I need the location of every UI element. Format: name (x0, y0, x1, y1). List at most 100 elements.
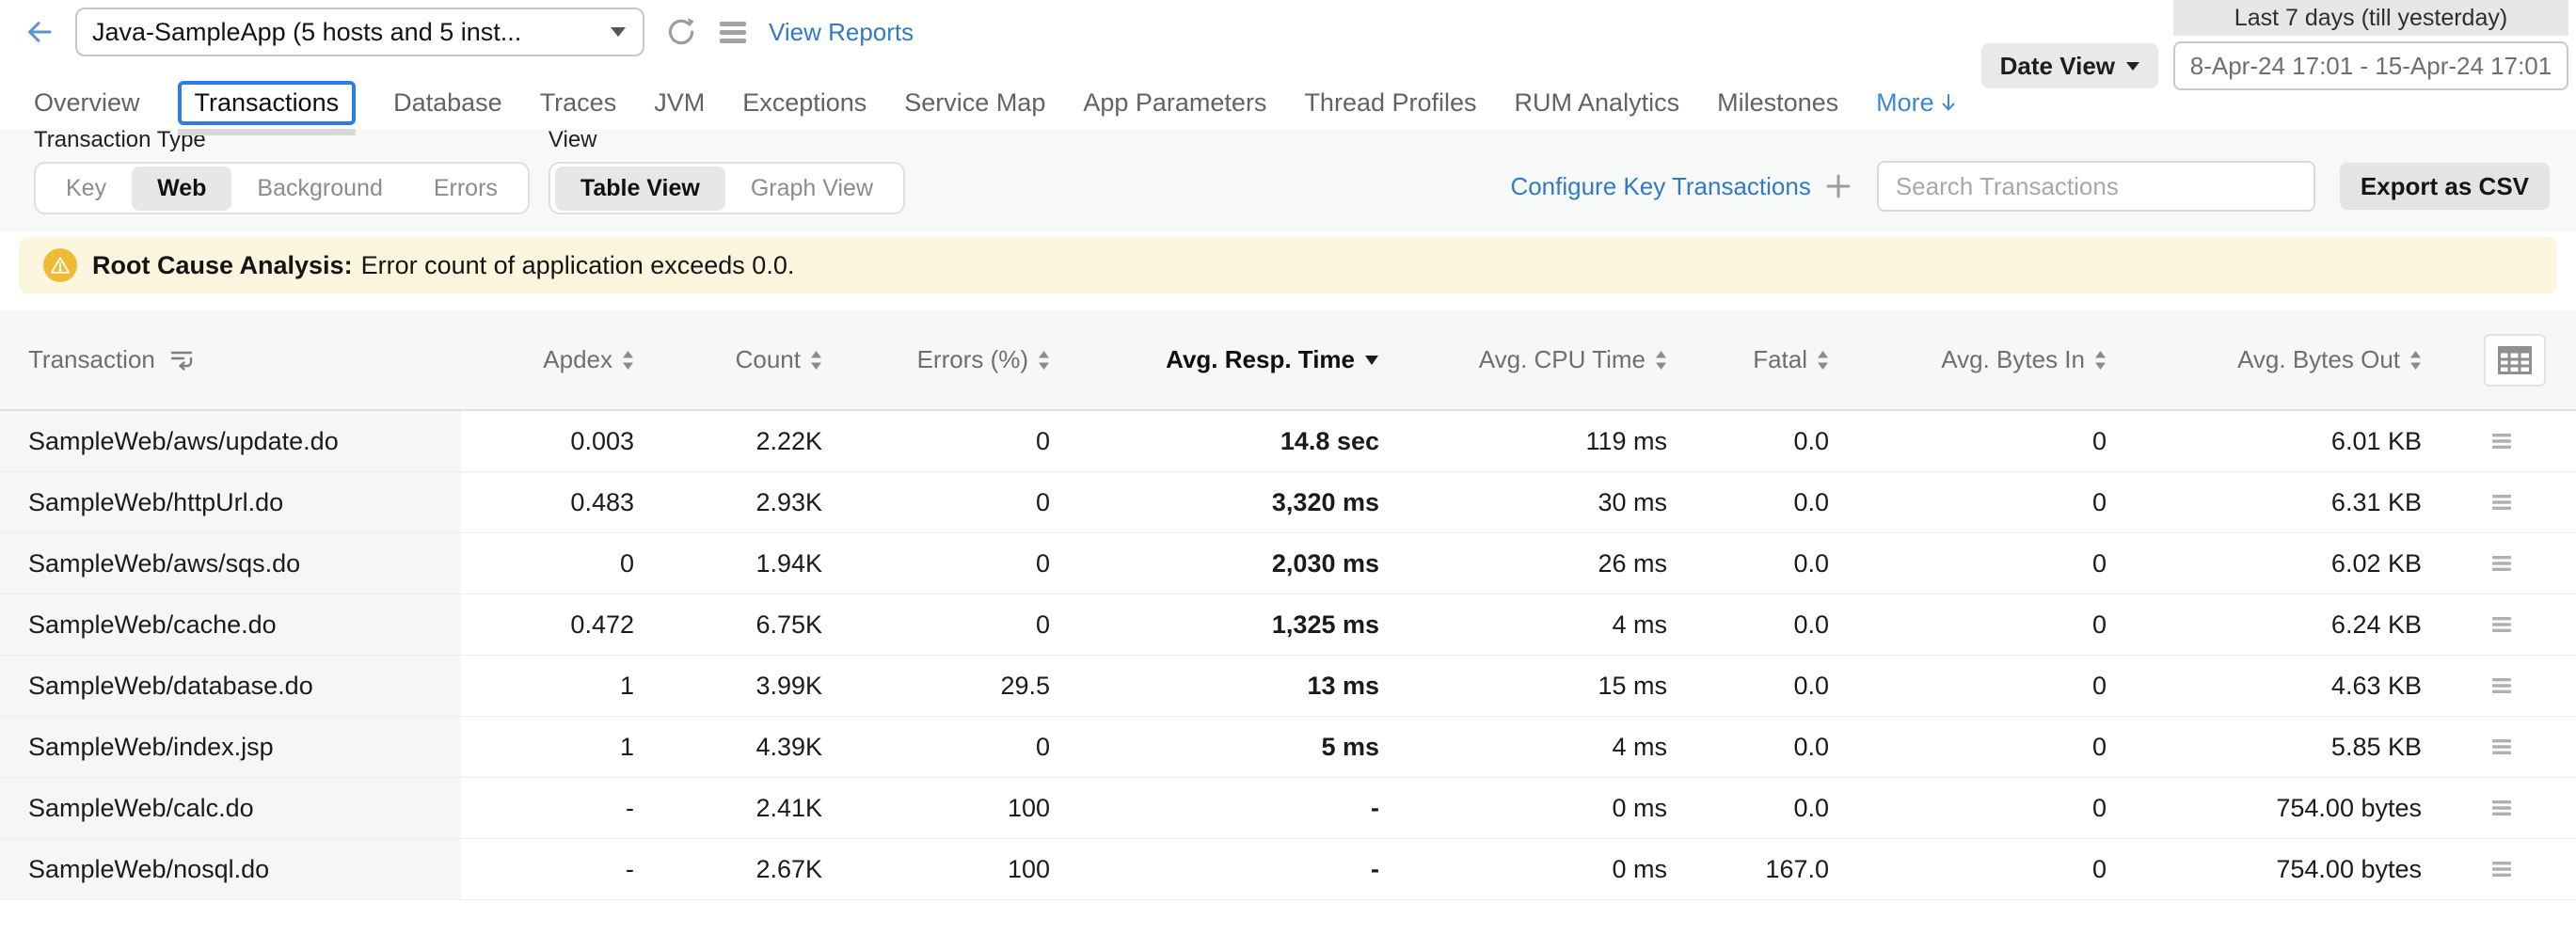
table-row[interactable]: SampleWeb/cache.do 0.472 6.75K 0 1,325 m… (0, 594, 2576, 656)
fatal-value: 167.0 (1673, 839, 1835, 899)
transaction-name[interactable]: SampleWeb/nosql.do (0, 839, 461, 899)
app-selector-dropdown[interactable]: Java-SampleApp (5 hosts and 5 inst... (75, 8, 644, 56)
view-control: Table View Graph View (549, 162, 905, 214)
column-header-avg-resp-time-label: Avg. Resp. Time (1166, 345, 1355, 374)
column-header-avg-bytes-out[interactable]: Avg. Bytes Out (2112, 345, 2427, 374)
tab-traces[interactable]: Traces (540, 88, 617, 118)
time-range-label: Last 7 days (till yesterday) (2173, 0, 2568, 36)
avg-cpu-time-value: 0 ms (1385, 839, 1673, 899)
fatal-value: 0.0 (1673, 594, 1835, 655)
segment-errors[interactable]: Errors (408, 166, 523, 211)
errors-pct-value: 0 (828, 472, 1056, 532)
tab-service-map[interactable]: Service Map (904, 88, 1045, 118)
column-chooser-button[interactable] (2484, 334, 2546, 387)
count-value: 2.22K (640, 411, 828, 471)
sort-icon (2409, 350, 2422, 371)
avg-cpu-time-value: 4 ms (1385, 594, 1673, 655)
transaction-name[interactable]: SampleWeb/aws/update.do (0, 411, 461, 471)
tab-milestones[interactable]: Milestones (1717, 88, 1838, 118)
avg-cpu-time-value: 15 ms (1385, 656, 1673, 716)
segment-background[interactable]: Background (231, 166, 407, 211)
row-menu-icon[interactable] (2490, 860, 2513, 879)
search-transactions-input[interactable] (1877, 161, 2315, 212)
row-menu-icon[interactable] (2490, 432, 2513, 451)
segment-table-view[interactable]: Table View (555, 166, 725, 211)
table-row[interactable]: SampleWeb/database.do 1 3.99K 29.5 13 ms… (0, 656, 2576, 717)
row-menu-icon[interactable] (2490, 737, 2513, 756)
table-row[interactable]: SampleWeb/aws/sqs.do 0 1.94K 0 2,030 ms … (0, 533, 2576, 594)
table-row[interactable]: SampleWeb/index.jsp 1 4.39K 0 5 ms 4 ms … (0, 717, 2576, 778)
apdex-value: 0.483 (461, 472, 640, 532)
transactions-table: Transaction Apdex Count Errors (%) Avg. … (0, 310, 2576, 900)
count-value: 4.39K (640, 717, 828, 777)
avg-resp-time-value: 3,320 ms (1056, 472, 1385, 532)
fatal-value: 0.0 (1673, 778, 1835, 838)
tab-transactions[interactable]: Transactions (178, 81, 357, 125)
tab-thread-profiles[interactable]: Thread Profiles (1304, 88, 1476, 118)
fatal-value: 0.0 (1673, 717, 1835, 777)
refresh-icon[interactable] (665, 16, 697, 48)
errors-pct-value: 0 (828, 411, 1056, 471)
avg-bytes-in-value: 0 (1835, 594, 2112, 655)
column-header-avg-bytes-in[interactable]: Avg. Bytes In (1835, 345, 2112, 374)
column-header-apdex[interactable]: Apdex (461, 345, 640, 374)
tab-jvm[interactable]: JVM (654, 88, 705, 118)
count-value: 2.41K (640, 778, 828, 838)
row-menu-icon[interactable] (2490, 493, 2513, 512)
back-arrow-icon[interactable] (23, 16, 55, 48)
row-menu-icon[interactable] (2490, 676, 2513, 695)
row-menu-icon[interactable] (2490, 554, 2513, 573)
column-header-fatal-label: Fatal (1753, 345, 1807, 374)
avg-bytes-in-value: 0 (1835, 472, 2112, 532)
row-menu-icon[interactable] (2490, 799, 2513, 817)
transaction-name[interactable]: SampleWeb/aws/sqs.do (0, 533, 461, 594)
tab-more[interactable]: More (1876, 88, 1959, 118)
tab-app-parameters[interactable]: App Parameters (1083, 88, 1266, 118)
avg-bytes-out-value: 754.00 bytes (2112, 778, 2427, 838)
segment-key[interactable]: Key (40, 166, 132, 211)
filter-actions: Configure Key Transactions Export as CSV (1510, 161, 2550, 212)
app-selector-value: Java-SampleApp (5 hosts and 5 inst... (92, 18, 521, 47)
column-header-count[interactable]: Count (640, 345, 828, 374)
table-row[interactable]: SampleWeb/nosql.do - 2.67K 100 - 0 ms 16… (0, 839, 2576, 900)
table-row[interactable]: SampleWeb/aws/update.do 0.003 2.22K 0 14… (0, 411, 2576, 472)
transaction-name[interactable]: SampleWeb/index.jsp (0, 717, 461, 777)
segment-graph-view[interactable]: Graph View (725, 166, 898, 211)
tab-exceptions[interactable]: Exceptions (742, 88, 867, 118)
row-menu-icon[interactable] (2490, 615, 2513, 634)
segment-web[interactable]: Web (132, 166, 231, 211)
date-range-input[interactable] (2173, 41, 2568, 90)
avg-cpu-time-value: 30 ms (1385, 472, 1673, 532)
column-header-fatal[interactable]: Fatal (1673, 345, 1835, 374)
transaction-name[interactable]: SampleWeb/httpUrl.do (0, 472, 461, 532)
view-reports-link[interactable]: View Reports (769, 18, 914, 47)
filter-band: Transaction Type Key Web Background Erro… (0, 130, 2576, 231)
column-header-transaction[interactable]: Transaction (0, 345, 461, 374)
table-row[interactable]: SampleWeb/calc.do - 2.41K 100 - 0 ms 0.0… (0, 778, 2576, 839)
column-header-avg-resp-time[interactable]: Avg. Resp. Time (1056, 345, 1385, 374)
export-csv-button[interactable]: Export as CSV (2340, 163, 2550, 210)
tab-rum-analytics[interactable]: RUM Analytics (1515, 88, 1680, 118)
column-header-avg-cpu-time[interactable]: Avg. CPU Time (1385, 345, 1673, 374)
avg-bytes-out-value: 754.00 bytes (2112, 839, 2427, 899)
tab-database[interactable]: Database (393, 88, 502, 118)
column-header-errors-pct[interactable]: Errors (%) (828, 345, 1056, 374)
date-view-button[interactable]: Date View (1981, 43, 2158, 88)
avg-cpu-time-value: 4 ms (1385, 717, 1673, 777)
tab-overview[interactable]: Overview (34, 88, 140, 118)
avg-cpu-time-value: 26 ms (1385, 533, 1673, 594)
menu-icon[interactable] (718, 18, 748, 46)
chevron-down-icon (611, 27, 626, 37)
transaction-name[interactable]: SampleWeb/cache.do (0, 594, 461, 655)
transaction-name[interactable]: SampleWeb/database.do (0, 656, 461, 716)
reorder-icon[interactable] (168, 348, 195, 372)
avg-bytes-out-value: 6.02 KB (2112, 533, 2427, 594)
table-row[interactable]: SampleWeb/httpUrl.do 0.483 2.93K 0 3,320… (0, 472, 2576, 533)
configure-key-transactions[interactable]: Configure Key Transactions (1510, 172, 1852, 201)
avg-resp-time-value: 1,325 ms (1056, 594, 1385, 655)
apdex-value: 0.003 (461, 411, 640, 471)
transaction-name[interactable]: SampleWeb/calc.do (0, 778, 461, 838)
configure-key-transactions-link[interactable]: Configure Key Transactions (1510, 172, 1810, 201)
plus-icon[interactable] (1824, 172, 1852, 200)
avg-bytes-in-value: 0 (1835, 533, 2112, 594)
